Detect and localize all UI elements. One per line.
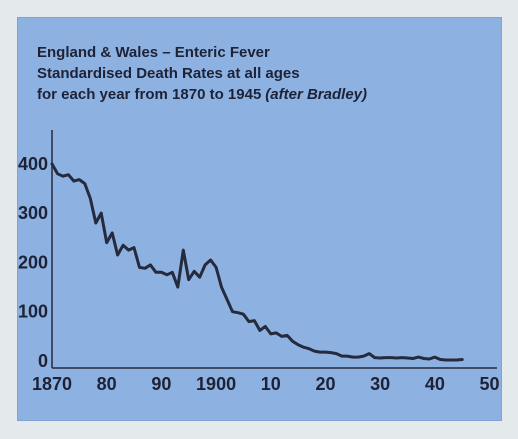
y-tick-label-200: 200 [18, 252, 48, 272]
series-layer [50, 162, 464, 362]
title-line-1: England & Wales – Enteric Fever [37, 44, 270, 61]
series-line-0 [50, 162, 464, 362]
x-tick-label-1870: 1870 [32, 374, 72, 394]
chart-panel: England & Wales – Enteric Fever Standard… [17, 17, 502, 421]
title-line-3-main: for each year from 1870 to 1945 [37, 86, 261, 103]
title-line-3: for each year from 1870 to 1945 (after Br… [37, 86, 367, 103]
title-attribution: (after Bradley) [265, 86, 367, 103]
title-line-2: Standardised Death Rates at all ages [37, 65, 300, 82]
x-tick-label-30: 30 [370, 374, 390, 394]
x-tick-label-40: 40 [425, 374, 445, 394]
x-tick-label-90: 90 [151, 374, 171, 394]
x-tick-label-1900: 1900 [196, 374, 236, 394]
line-chart: England & Wales – Enteric Fever Standard… [18, 44, 500, 394]
y-tick-label-400: 400 [18, 154, 48, 174]
y-axis-ticks: 0 100 200 300 400 [18, 154, 48, 371]
x-tick-label-10: 10 [261, 374, 281, 394]
y-tick-label-0: 0 [38, 351, 48, 371]
x-axis-ticks: 1870 80 90 1900 10 20 30 40 50 [32, 374, 500, 394]
y-tick-label-300: 300 [18, 203, 48, 223]
x-tick-label-20: 20 [315, 374, 335, 394]
x-tick-label-80: 80 [97, 374, 117, 394]
x-tick-label-50: 50 [480, 374, 500, 394]
chart-title: England & Wales – Enteric Fever Standard… [37, 44, 367, 103]
y-tick-label-100: 100 [18, 302, 48, 322]
